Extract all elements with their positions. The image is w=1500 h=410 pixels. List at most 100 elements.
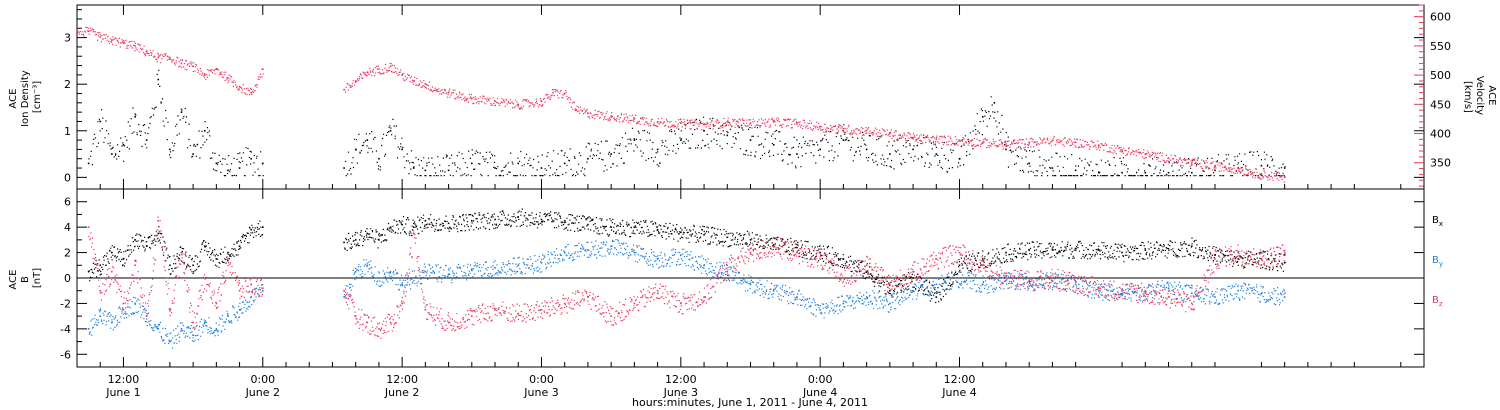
data-point-b2-7: [169, 308, 171, 311]
data-point-b2-12: [227, 258, 229, 260]
data-point-b2-54: [1144, 292, 1147, 295]
data-point-b2-24: [447, 321, 450, 324]
data-point-b2-2: [111, 270, 113, 273]
legend: Bx By Bz: [1432, 215, 1443, 308]
bottom-ylabel-line-1: ACE: [8, 270, 19, 290]
data-point-b0-41: [842, 258, 845, 260]
data-point-t0-52: [1074, 169, 1077, 172]
data-point-b1-7: [169, 340, 171, 343]
data-point-b1-13: [238, 308, 241, 311]
data-point-t1-33: [575, 109, 578, 111]
data-point-t1-56: [1098, 144, 1100, 146]
data-point-b1-21: [401, 283, 403, 286]
data-point-t1-53: [1028, 141, 1030, 144]
data-point-b0-45: [935, 296, 938, 298]
data-point-b0-44: [912, 277, 914, 279]
top-y2label-line-1: ACE: [1486, 85, 1497, 105]
data-point-b0-46: [958, 264, 961, 267]
data-point-b2-59: [1260, 258, 1263, 260]
series-points-b1: [88, 239, 1286, 349]
data-point-b2-41: [842, 277, 845, 279]
data-point-t1-41: [749, 122, 752, 124]
data-point-t0-0: [87, 162, 90, 165]
data-point-b0-16: [343, 241, 345, 244]
data-point-t0-37: [749, 139, 752, 141]
data-point-b1-4: [134, 302, 136, 305]
data-point-t1-9: [180, 62, 183, 65]
legend-bx: Bx: [1432, 215, 1443, 228]
data-point-b2-56: [1190, 302, 1193, 305]
bottom-ylabel-line-3: [nT]: [32, 268, 43, 288]
data-point-t1-31: [552, 91, 554, 94]
data-point-t1-17: [343, 88, 345, 91]
data-point-t1-5: [134, 45, 136, 47]
data-point-t1-51: [981, 141, 984, 144]
data-point-t0-23: [424, 169, 427, 172]
data-point-t1-0: [76, 30, 78, 33]
data-point-t0-24: [447, 169, 450, 172]
data-point-t1-3: [111, 39, 113, 41]
top-y2tick-label-5: 600: [1430, 11, 1451, 24]
data-point-t0-19: [378, 157, 380, 160]
data-point-t0-41: [842, 139, 845, 141]
data-point-t1-1: [87, 30, 90, 33]
data-point-t0-58: [1214, 169, 1216, 172]
data-point-t1-36: [633, 118, 636, 120]
series-ion-density: [87, 69, 1286, 177]
data-point-b0-13: [238, 245, 241, 248]
data-point-t0-55: [1144, 171, 1147, 174]
xtick-date-0: June 1: [105, 386, 140, 399]
data-point-t0-3: [122, 143, 125, 146]
data-point-t1-11: [203, 74, 206, 76]
data-point-b0-39: [796, 246, 798, 249]
data-point-t0-36: [726, 134, 729, 137]
data-point-b1-14: [250, 296, 252, 298]
data-point-b2-22: [412, 232, 415, 235]
xtick-time-5: 0:00: [808, 373, 833, 386]
data-point-b2-20: [389, 321, 392, 324]
data-point-t0-25: [471, 162, 473, 165]
data-point-t1-30: [540, 100, 543, 103]
data-point-t1-15: [250, 91, 252, 94]
xtick-date-5: June 4: [802, 386, 837, 399]
data-point-b0-27: [517, 216, 520, 218]
data-point-t0-32: [633, 139, 636, 141]
data-point-t1-20: [378, 68, 380, 71]
data-point-b2-39: [796, 251, 798, 254]
data-point-b1-25: [471, 269, 473, 272]
data-point-b0-49: [1028, 249, 1030, 251]
data-point-t1-63: [1260, 173, 1263, 176]
data-point-t0-26: [494, 167, 496, 169]
data-point-t0-44: [912, 148, 914, 151]
data-point-t0-12: [227, 169, 229, 172]
data-point-b0-36: [726, 236, 729, 239]
data-point-b0-38: [772, 244, 775, 246]
bottom-panel-series: [87, 208, 1286, 349]
data-point-t0-11: [215, 162, 218, 165]
data-point-t1-25: [436, 88, 438, 91]
top-y2tick-label-4: 550: [1430, 40, 1451, 53]
data-point-b2-18: [366, 321, 369, 324]
series-by: [87, 239, 1286, 349]
data-point-b0-35: [703, 233, 705, 236]
top-panel-series: [76, 26, 1286, 183]
data-point-t0-1: [99, 120, 102, 123]
data-point-t1-45: [842, 128, 845, 130]
data-point-b0-1: [99, 264, 102, 267]
xtick-date-6: June 4: [941, 386, 976, 399]
data-point-b2-42: [865, 264, 868, 267]
top-left-y-axis: 0 1 2 3: [64, 9, 1424, 184]
data-point-t1-23: [412, 80, 415, 82]
top-ytick-label-2: 2: [64, 78, 71, 91]
data-point-t1-60: [1190, 161, 1193, 164]
data-point-b1-8: [180, 328, 183, 330]
data-point-b2-14: [250, 283, 252, 286]
bottom-ytick-label-2: -2: [60, 297, 71, 310]
data-point-b1-29: [563, 251, 566, 254]
series-points-t1: [77, 26, 1286, 183]
data-point-t1-32: [563, 92, 566, 95]
data-point-b2-57: [1214, 258, 1216, 260]
data-point-b0-33: [656, 228, 659, 231]
top-y2label-line-2: Velocity: [1474, 76, 1485, 115]
data-point-b1-38: [772, 289, 775, 292]
